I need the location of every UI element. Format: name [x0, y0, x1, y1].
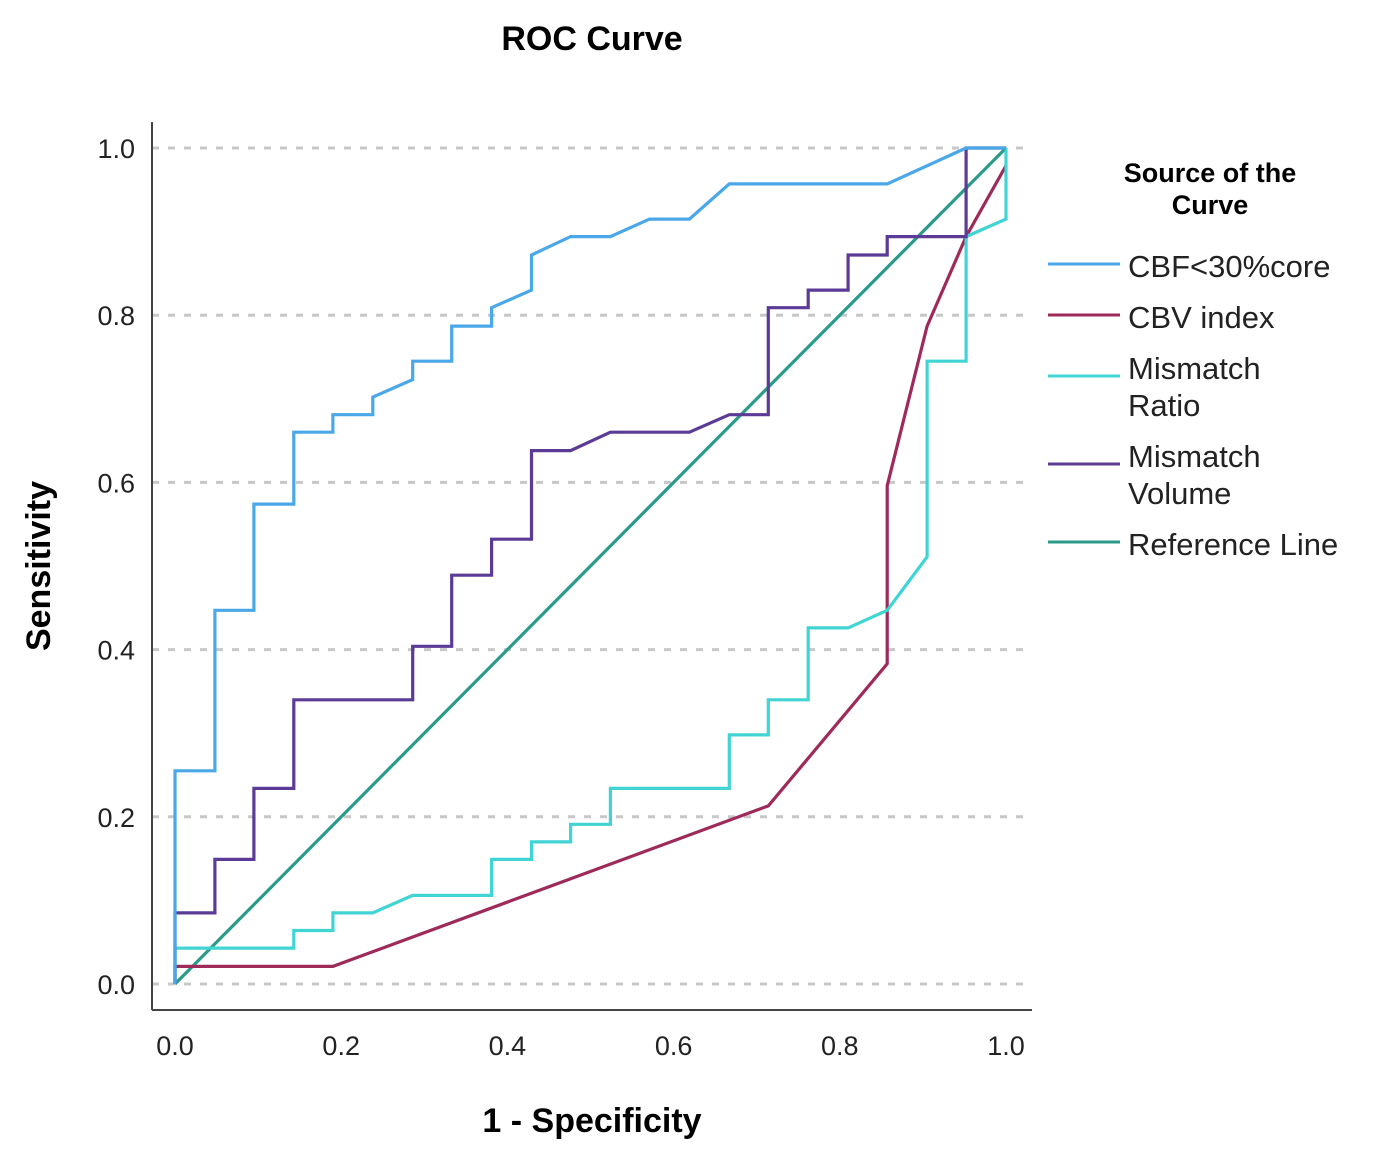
series-group: [173, 146, 1008, 986]
x-tick-label: 0.2: [322, 1031, 360, 1061]
legend-label: CBF<30%core: [1128, 249, 1330, 284]
x-tick-label: 0.6: [655, 1031, 693, 1061]
chart-title: ROC Curve: [501, 20, 682, 58]
legend-label: Volume: [1128, 476, 1231, 511]
x-axis-label: 1 - Specificity: [482, 1102, 701, 1140]
gridlines: [152, 146, 1030, 986]
legend-label: Reference Line: [1128, 527, 1338, 562]
series-line-cbv-index: [173, 164, 1008, 984]
series-line-cbf-30-core: [173, 146, 1006, 984]
series-line-mismatch-volume: [173, 146, 1006, 984]
legend-title-line-1: Source of the: [1124, 158, 1297, 188]
y-tick-label: 0.8: [97, 301, 135, 331]
legend-label: Ratio: [1128, 388, 1200, 423]
x-tick-label: 1.0: [987, 1031, 1025, 1061]
y-tick-labels: 0.0 0.2 0.4 0.6 0.8 1.0: [97, 134, 135, 1000]
x-tick-label: 0.8: [821, 1031, 859, 1061]
y-tick-label: 0.4: [97, 636, 135, 666]
legend-label: Mismatch: [1128, 351, 1261, 386]
y-tick-label: 0.6: [97, 468, 135, 498]
y-axis-label: Sensitivity: [20, 481, 58, 651]
y-tick-label: 1.0: [97, 134, 135, 164]
axes: [151, 122, 1032, 1011]
y-tick-label: 0.2: [97, 803, 135, 833]
series-line-reference-line: [173, 146, 1008, 986]
legend-label: CBV index: [1128, 300, 1275, 335]
x-tick-label: 0.0: [156, 1031, 194, 1061]
x-tick-label: 0.4: [489, 1031, 527, 1061]
legend: Source of the Curve CBF<30%core CBV index…: [1048, 158, 1338, 562]
y-tick-label: 0.0: [97, 970, 135, 1000]
series-line-mismatch-ratio: [173, 148, 1008, 984]
legend-label: Mismatch: [1128, 439, 1261, 474]
x-tick-labels: 0.0 0.2 0.4 0.6 0.8 1.0: [156, 1031, 1025, 1061]
legend-title-line-2: Curve: [1172, 190, 1249, 220]
